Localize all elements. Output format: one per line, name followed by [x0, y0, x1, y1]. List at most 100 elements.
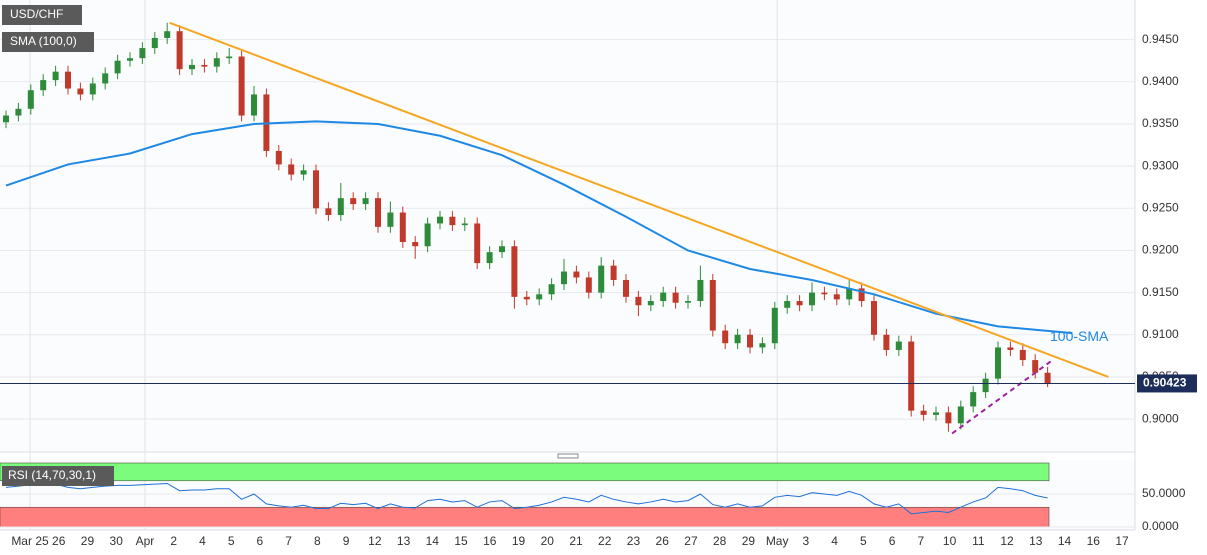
candle-body: [933, 412, 939, 415]
candle-body: [709, 279, 716, 331]
x-tick-label: 16: [1087, 534, 1101, 548]
candle-body: [77, 88, 84, 95]
x-tick-label: 7: [285, 534, 292, 548]
candle-body: [1019, 349, 1026, 361]
candle-body: [523, 296, 530, 300]
x-tick-label: 29: [81, 534, 95, 548]
x-tick-label: 6: [889, 534, 896, 548]
x-tick-label: 26: [656, 534, 670, 548]
candle-body: [511, 246, 518, 297]
x-tick-label: 29: [742, 534, 756, 548]
x-tick-label: 14: [426, 534, 440, 548]
candle-body: [176, 31, 183, 70]
x-tick-label: 20: [541, 534, 555, 548]
candle-body: [486, 252, 493, 264]
candle-body: [102, 73, 109, 84]
candle-body: [139, 48, 146, 59]
candle-body: [387, 212, 394, 227]
candle-body: [871, 301, 877, 335]
x-tick-label: 13: [397, 534, 411, 548]
candle-body: [784, 301, 791, 308]
x-tick-label: 2: [170, 534, 177, 548]
y-tick-label: 0.9250: [1142, 200, 1179, 214]
candle-body: [697, 279, 704, 302]
candle-body: [437, 216, 443, 224]
candle-body: [598, 265, 605, 293]
candle-body: [65, 71, 71, 89]
candle-body: [623, 279, 629, 297]
candle-body: [660, 292, 667, 302]
trendline: [951, 359, 1054, 435]
candle-body: [325, 208, 332, 216]
sma-annotation: 100-SMA: [1050, 328, 1109, 344]
panel-splitter[interactable]: [557, 453, 579, 459]
candle-body: [747, 334, 753, 348]
candle-body: [499, 246, 505, 253]
candle-body: [1044, 372, 1051, 384]
candle-body: [920, 410, 927, 415]
candle-body: [27, 90, 34, 109]
x-tick-label: 21: [569, 534, 583, 548]
candle-body: [883, 334, 890, 350]
candle-body: [759, 343, 766, 348]
candle-body: [89, 83, 96, 95]
candle-body: [647, 301, 654, 306]
candle-body: [251, 94, 257, 116]
candle-body: [275, 150, 282, 165]
x-tick-label: 22: [598, 534, 612, 548]
y-tick-label: 0.9450: [1142, 32, 1179, 46]
candle-body: [238, 56, 245, 116]
candle-body: [362, 198, 369, 205]
rsi-label: RSI (14,70,30,1): [8, 468, 96, 482]
y-tick-label: 0.9200: [1142, 243, 1179, 257]
rsi-tick-label: 0.0000: [1142, 519, 1179, 533]
x-tick-label: 13: [1029, 534, 1043, 548]
candle-body: [288, 164, 295, 175]
x-tick-label: 11: [972, 534, 985, 548]
candle-body: [771, 307, 778, 344]
x-tick-label: May: [766, 534, 789, 548]
x-tick-label: 6: [257, 534, 264, 548]
x-tick-label: 15: [454, 534, 468, 548]
candle-body: [945, 412, 952, 424]
candle-body: [114, 60, 121, 74]
x-tick-label: 3: [803, 534, 810, 548]
candle-body: [908, 341, 915, 411]
x-tick-label: 5: [228, 534, 235, 548]
candle-body: [858, 288, 865, 302]
candle-body: [796, 301, 803, 306]
candle-body: [982, 378, 989, 393]
candle-body: [3, 115, 9, 123]
x-tick-label: 12: [1000, 534, 1014, 548]
x-tick-label: 27: [684, 534, 698, 548]
x-tick-label: 12: [368, 534, 382, 548]
candle-body: [995, 347, 1001, 379]
x-tick-label: 8: [314, 534, 321, 548]
candle-body: [585, 277, 592, 293]
candle-body: [970, 392, 977, 407]
rsi-tick-label: 50.0000: [1142, 486, 1186, 500]
candle-body: [722, 330, 729, 344]
x-tick-label: 9: [343, 534, 350, 548]
candle-body: [610, 265, 617, 280]
candle-body: [548, 284, 555, 295]
x-tick-label: 26: [52, 534, 66, 548]
x-tick-label: 23: [627, 534, 641, 548]
candle-body: [313, 170, 319, 209]
candle-body: [672, 292, 679, 303]
candle-body: [1032, 360, 1039, 373]
candle-body: [734, 334, 741, 344]
x-tick-label: 4: [831, 534, 838, 548]
candle-body: [40, 80, 47, 91]
x-tick-label: 19: [512, 534, 526, 548]
candle-body: [809, 292, 815, 306]
x-tick-label: 5: [860, 534, 867, 548]
x-tick-label: 17: [1115, 534, 1129, 548]
x-tick-label: 10: [943, 534, 957, 548]
candle-body: [350, 198, 357, 205]
y-tick-label: 0.9000: [1142, 411, 1179, 425]
indicator-box: [2, 32, 94, 52]
candle-body: [957, 406, 964, 424]
candle-body: [561, 271, 567, 285]
